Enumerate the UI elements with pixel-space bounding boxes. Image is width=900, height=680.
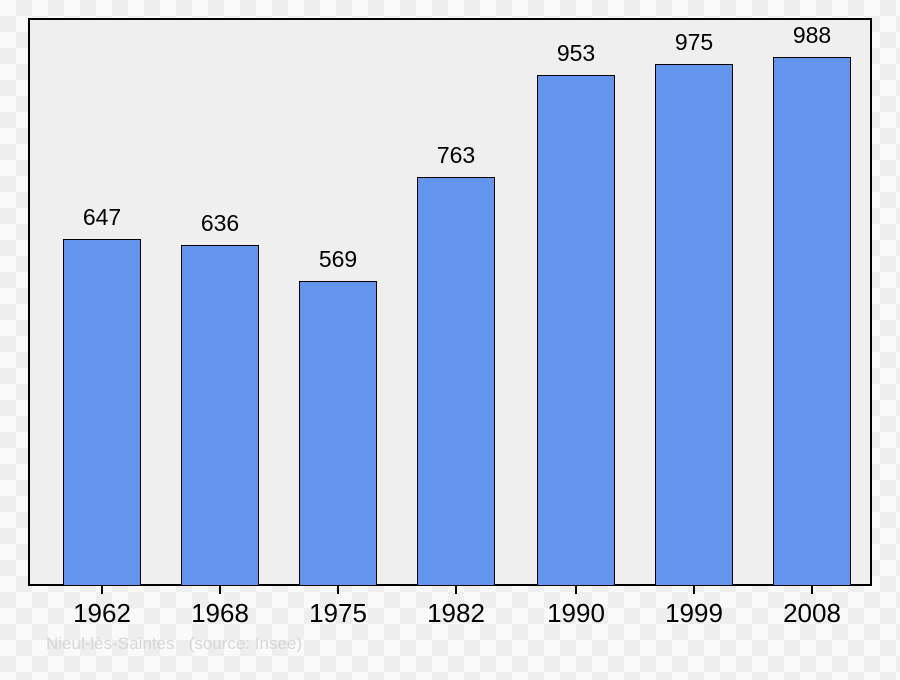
bar xyxy=(655,64,733,586)
x-tick-mark xyxy=(219,586,221,594)
x-tick-label: 2008 xyxy=(783,598,841,629)
bar-value-label: 763 xyxy=(437,144,475,167)
x-tick-label: 1975 xyxy=(309,598,367,629)
caption-gap xyxy=(175,634,189,653)
x-tick-label: 1968 xyxy=(191,598,249,629)
x-tick-mark xyxy=(811,586,813,594)
bar-value-label: 569 xyxy=(319,248,357,271)
bar xyxy=(773,57,851,586)
chart-canvas: 647 1962 636 1968 569 1975 763 1982 953 1990 975 19… xyxy=(0,0,900,680)
x-tick-mark xyxy=(575,586,577,594)
bar-value-label: 636 xyxy=(201,212,239,235)
bar-value-label: 953 xyxy=(557,42,595,65)
bar xyxy=(63,239,141,586)
x-tick-mark xyxy=(337,586,339,594)
x-tick-mark xyxy=(693,586,695,594)
x-tick-label: 1999 xyxy=(665,598,723,629)
bar-value-label: 975 xyxy=(675,31,713,54)
x-tick-label: 1962 xyxy=(73,598,131,629)
bar xyxy=(181,245,259,586)
bar-value-label: 988 xyxy=(793,24,831,47)
bar xyxy=(537,75,615,586)
x-tick-mark xyxy=(101,586,103,594)
bar xyxy=(417,177,495,586)
bar-value-label: 647 xyxy=(83,206,121,229)
caption-secondary: (source: Insee) xyxy=(189,634,302,653)
bar xyxy=(299,281,377,586)
x-tick-label: 1990 xyxy=(547,598,605,629)
x-tick-label: 1982 xyxy=(427,598,485,629)
x-tick-mark xyxy=(455,586,457,594)
chart-caption: Nieul-lès-Saintes (source: Insee) xyxy=(46,634,302,654)
caption-primary: Nieul-lès-Saintes xyxy=(46,634,175,653)
